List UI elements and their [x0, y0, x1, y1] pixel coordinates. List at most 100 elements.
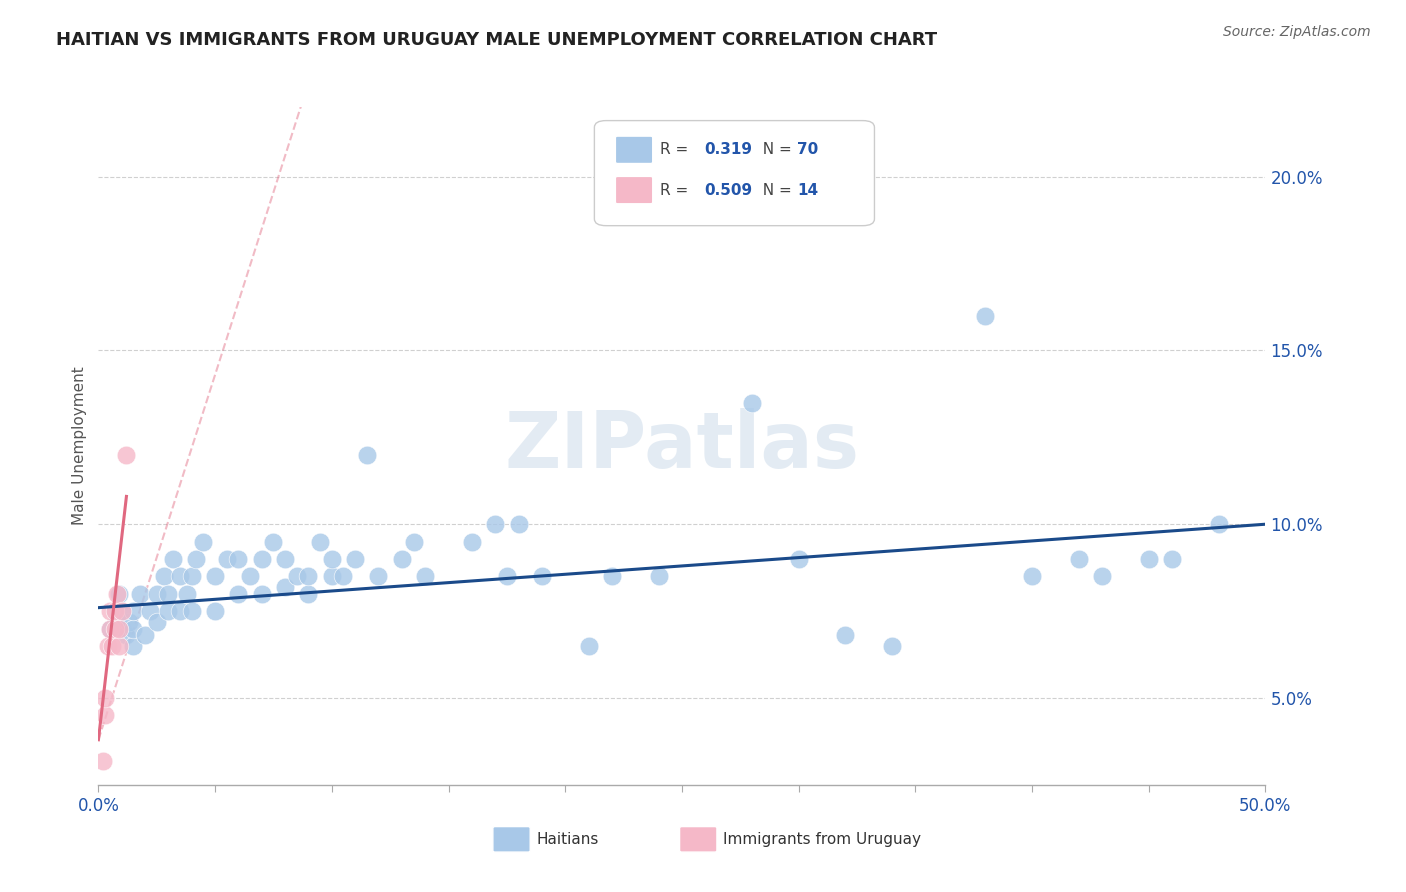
Point	[122, 639, 145, 653]
Point	[97, 639, 120, 653]
Point	[98, 622, 121, 636]
Point	[250, 552, 273, 566]
Point	[104, 604, 127, 618]
Point	[228, 587, 250, 601]
Point	[239, 569, 262, 583]
Point	[111, 604, 134, 618]
Y-axis label: Male Unemployment: Male Unemployment	[72, 367, 87, 525]
Point	[274, 552, 297, 566]
Point	[162, 552, 184, 566]
Point	[105, 615, 128, 629]
Point	[204, 569, 226, 583]
Point	[146, 615, 169, 629]
Point	[115, 448, 138, 462]
Text: 0.509: 0.509	[704, 183, 752, 198]
FancyBboxPatch shape	[494, 827, 530, 852]
Point	[1161, 552, 1184, 566]
Point	[297, 587, 319, 601]
Point	[129, 587, 152, 601]
Point	[169, 569, 191, 583]
Point	[108, 587, 131, 601]
Point	[262, 534, 284, 549]
Point	[105, 587, 128, 601]
Point	[391, 552, 413, 566]
Point	[1091, 569, 1114, 583]
Point	[834, 628, 856, 642]
Point	[508, 517, 530, 532]
Point	[530, 569, 553, 583]
Point	[1137, 552, 1160, 566]
Point	[134, 628, 156, 642]
Point	[1067, 552, 1090, 566]
Point	[157, 604, 180, 618]
Point	[193, 534, 215, 549]
Point	[250, 587, 273, 601]
Text: 14: 14	[797, 183, 818, 198]
Point	[285, 569, 308, 583]
Point	[647, 569, 669, 583]
Point	[122, 604, 145, 618]
Point	[94, 691, 117, 706]
Point	[180, 604, 202, 618]
Point	[111, 604, 134, 618]
Point	[176, 587, 198, 601]
Point	[152, 569, 174, 583]
FancyBboxPatch shape	[616, 177, 652, 203]
Point	[111, 622, 134, 636]
Text: N =: N =	[754, 143, 797, 157]
Point	[578, 639, 600, 653]
Point	[367, 569, 389, 583]
Point	[344, 552, 367, 566]
Text: Haitians: Haitians	[536, 831, 599, 847]
Point	[1208, 517, 1230, 532]
Point	[180, 569, 202, 583]
Text: Source: ZipAtlas.com: Source: ZipAtlas.com	[1223, 25, 1371, 39]
Point	[1021, 569, 1043, 583]
Point	[118, 615, 141, 629]
Point	[169, 604, 191, 618]
Point	[186, 552, 208, 566]
Point	[974, 309, 997, 323]
Point	[321, 569, 343, 583]
Point	[108, 639, 131, 653]
FancyBboxPatch shape	[595, 120, 875, 226]
Text: N =: N =	[754, 183, 797, 198]
Point	[115, 628, 138, 642]
Point	[332, 569, 354, 583]
FancyBboxPatch shape	[616, 136, 652, 163]
Point	[413, 569, 436, 583]
Text: R =: R =	[659, 183, 693, 198]
Point	[139, 604, 162, 618]
Point	[122, 622, 145, 636]
Point	[157, 587, 180, 601]
Point	[104, 604, 127, 618]
Point	[484, 517, 506, 532]
Point	[215, 552, 238, 566]
Point	[309, 534, 332, 549]
Text: 70: 70	[797, 143, 818, 157]
Point	[297, 569, 319, 583]
Point	[274, 580, 297, 594]
Point	[91, 754, 114, 768]
Point	[108, 622, 131, 636]
Text: R =: R =	[659, 143, 693, 157]
Point	[496, 569, 519, 583]
Text: 0.319: 0.319	[704, 143, 752, 157]
Point	[204, 604, 226, 618]
Point	[98, 622, 121, 636]
Point	[741, 395, 763, 409]
Text: ZIPatlas: ZIPatlas	[505, 408, 859, 484]
Point	[402, 534, 425, 549]
Point	[104, 622, 127, 636]
FancyBboxPatch shape	[679, 827, 717, 852]
Point	[880, 639, 903, 653]
Text: Immigrants from Uruguay: Immigrants from Uruguay	[723, 831, 921, 847]
Text: HAITIAN VS IMMIGRANTS FROM URUGUAY MALE UNEMPLOYMENT CORRELATION CHART: HAITIAN VS IMMIGRANTS FROM URUGUAY MALE …	[56, 31, 938, 49]
Point	[787, 552, 810, 566]
Point	[228, 552, 250, 566]
Point	[321, 552, 343, 566]
Point	[356, 448, 378, 462]
Point	[146, 587, 169, 601]
Point	[94, 708, 117, 723]
Point	[600, 569, 623, 583]
